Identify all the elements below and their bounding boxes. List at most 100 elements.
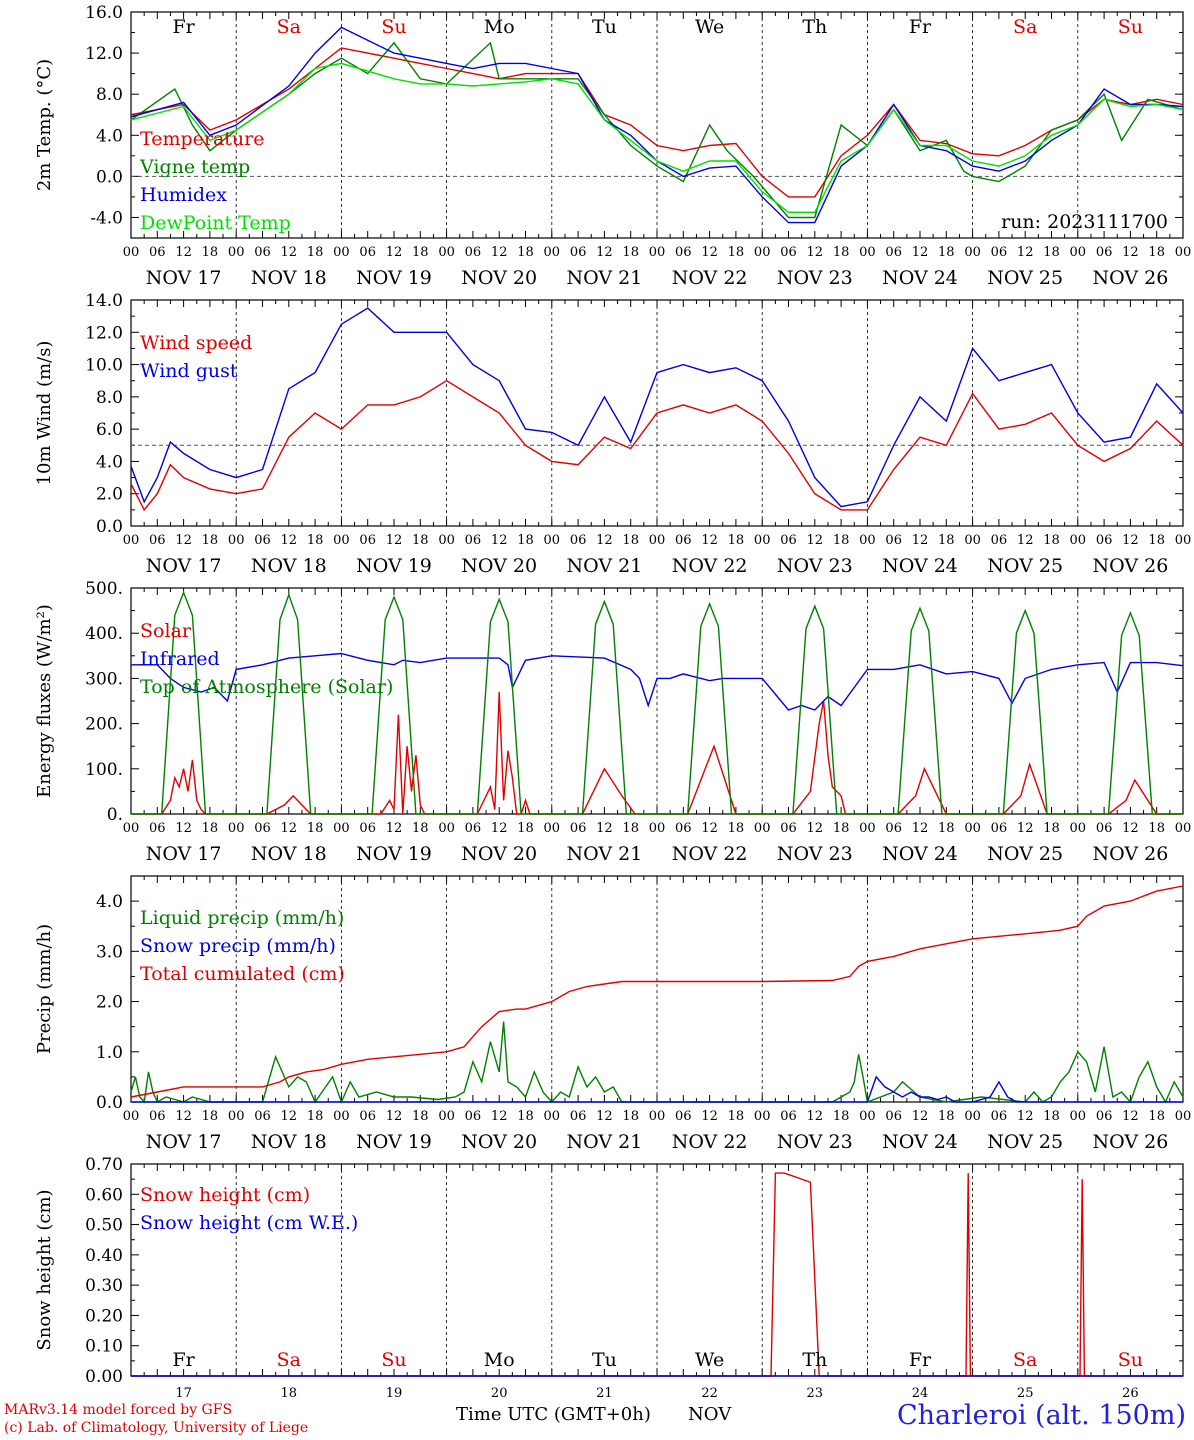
y-tick-label: 4.0 bbox=[96, 452, 123, 472]
hour-tick-label: 00 bbox=[649, 533, 666, 548]
weekday-label: We bbox=[695, 16, 724, 38]
hour-tick-label: 12 bbox=[596, 245, 613, 260]
hour-tick-label: 12 bbox=[1017, 533, 1034, 548]
hour-tick-label: 12 bbox=[281, 1109, 298, 1124]
hour-tick-label: 18 bbox=[412, 1109, 429, 1124]
series-line-total-cumulated-cm- bbox=[130, 885, 1184, 1098]
hour-tick-label: 18 bbox=[307, 1109, 324, 1124]
run-label: run: 2023111700 bbox=[1001, 211, 1168, 233]
hour-tick-label: 18 bbox=[1148, 821, 1165, 836]
series-line-vigne-temp bbox=[130, 41, 1184, 219]
hour-tick-label: 00 bbox=[1175, 821, 1192, 836]
hour-tick-label: 18 bbox=[412, 245, 429, 260]
date-label: NOV 25 bbox=[987, 555, 1063, 577]
hour-tick-label: 18 bbox=[622, 533, 639, 548]
weekday-label: We bbox=[695, 1349, 724, 1371]
hour-tick-label: 00 bbox=[228, 1109, 245, 1124]
weekday-label: Fr bbox=[909, 16, 932, 38]
hour-tick-label: 12 bbox=[175, 821, 192, 836]
series-line-snow-precip-mm-h- bbox=[131, 1075, 1183, 1103]
hour-tick-label: 06 bbox=[254, 821, 271, 836]
hour-tick-label: 12 bbox=[1122, 1109, 1139, 1124]
hour-tick-label: 12 bbox=[1122, 821, 1139, 836]
date-label: NOV 17 bbox=[146, 1131, 222, 1153]
y-tick-label: 8.0 bbox=[96, 388, 123, 408]
hour-tick-label: 00 bbox=[1175, 1109, 1192, 1124]
day-number-label: 23 bbox=[807, 1386, 824, 1401]
day-number-label: 25 bbox=[1017, 1386, 1034, 1401]
date-label: NOV 25 bbox=[987, 267, 1063, 289]
y-tick-label: 1.0 bbox=[96, 1043, 123, 1063]
date-label: NOV 20 bbox=[461, 267, 537, 289]
hour-tick-label: 06 bbox=[570, 821, 587, 836]
hour-tick-label: 12 bbox=[175, 533, 192, 548]
hour-tick-label: 12 bbox=[701, 1109, 718, 1124]
legend-entry: Infrared bbox=[140, 648, 220, 670]
hour-tick-label: 18 bbox=[622, 245, 639, 260]
hour-tick-label: 18 bbox=[202, 821, 219, 836]
hour-tick-label: 00 bbox=[333, 245, 350, 260]
hour-tick-label: 18 bbox=[202, 245, 219, 260]
y-tick-label: 3.0 bbox=[96, 942, 123, 962]
legend-entry: Vigne temp bbox=[139, 156, 250, 178]
hour-tick-label: 18 bbox=[728, 1109, 745, 1124]
weekday-label: Fr bbox=[909, 1349, 932, 1371]
hour-tick-label: 00 bbox=[1070, 245, 1087, 260]
hour-tick-label: 00 bbox=[964, 533, 981, 548]
hour-tick-label: 12 bbox=[596, 821, 613, 836]
hour-tick-label: 12 bbox=[175, 245, 192, 260]
hour-tick-label: 06 bbox=[254, 245, 271, 260]
hour-tick-label: 12 bbox=[386, 245, 403, 260]
date-label: NOV 19 bbox=[356, 843, 432, 865]
hour-tick-label: 18 bbox=[517, 1109, 534, 1124]
hour-tick-label: 12 bbox=[701, 821, 718, 836]
weekday-label: Su bbox=[381, 1349, 406, 1371]
series-line-infrared bbox=[131, 652, 1184, 711]
date-label: NOV 26 bbox=[1092, 555, 1168, 577]
hour-tick-label: 00 bbox=[649, 1109, 666, 1124]
day-number-label: 22 bbox=[701, 1386, 718, 1401]
hour-tick-label: 12 bbox=[175, 1109, 192, 1124]
hour-tick-label: 18 bbox=[728, 821, 745, 836]
hour-tick-label: 12 bbox=[596, 1109, 613, 1124]
y-tick-label: 0.70 bbox=[85, 1155, 123, 1175]
day-number-label: 21 bbox=[596, 1386, 613, 1401]
series-line-solar bbox=[131, 691, 1183, 815]
y-tick-label: 0.10 bbox=[85, 1337, 123, 1357]
hour-tick-label: 06 bbox=[465, 245, 482, 260]
hour-tick-label: 06 bbox=[149, 533, 166, 548]
hour-tick-label: 12 bbox=[281, 821, 298, 836]
hour-tick-label: 00 bbox=[544, 821, 561, 836]
hour-tick-label: 06 bbox=[570, 1109, 587, 1124]
hour-tick-label: 18 bbox=[938, 821, 955, 836]
hour-tick-label: 00 bbox=[754, 1109, 771, 1124]
hour-tick-label: 00 bbox=[123, 1109, 140, 1124]
hour-tick-label: 12 bbox=[912, 821, 929, 836]
hour-tick-label: 12 bbox=[281, 533, 298, 548]
hour-tick-label: 06 bbox=[149, 245, 166, 260]
weekday-label: Fr bbox=[172, 1349, 195, 1371]
hour-tick-label: 06 bbox=[885, 1109, 902, 1124]
hour-tick-label: 18 bbox=[1043, 1109, 1060, 1124]
hour-tick-label: 12 bbox=[807, 533, 824, 548]
legend-entry: Wind speed bbox=[140, 332, 252, 354]
y-axis-label: Energy fluxes (W/m²) bbox=[34, 604, 55, 798]
hour-tick-label: 06 bbox=[780, 245, 797, 260]
y-tick-label: 2.0 bbox=[96, 993, 123, 1013]
y-tick-label: 0. bbox=[107, 805, 123, 825]
hour-tick-label: 06 bbox=[465, 533, 482, 548]
y-axis-label: Snow height (cm) bbox=[34, 1189, 55, 1350]
y-tick-label: 10.0 bbox=[85, 356, 123, 376]
y-axis-label: Precip (mm/h) bbox=[34, 924, 55, 1054]
legend-entry: Snow precip (mm/h) bbox=[140, 935, 336, 957]
date-label: NOV 23 bbox=[777, 1131, 853, 1153]
hour-tick-label: 06 bbox=[359, 821, 376, 836]
hour-tick-label: 12 bbox=[1122, 245, 1139, 260]
weekday-label: Th bbox=[802, 1349, 827, 1371]
hour-tick-label: 12 bbox=[701, 533, 718, 548]
hour-tick-label: 06 bbox=[570, 245, 587, 260]
hour-tick-label: 00 bbox=[649, 821, 666, 836]
hour-tick-label: 00 bbox=[1175, 245, 1192, 260]
hour-tick-label: 00 bbox=[964, 821, 981, 836]
